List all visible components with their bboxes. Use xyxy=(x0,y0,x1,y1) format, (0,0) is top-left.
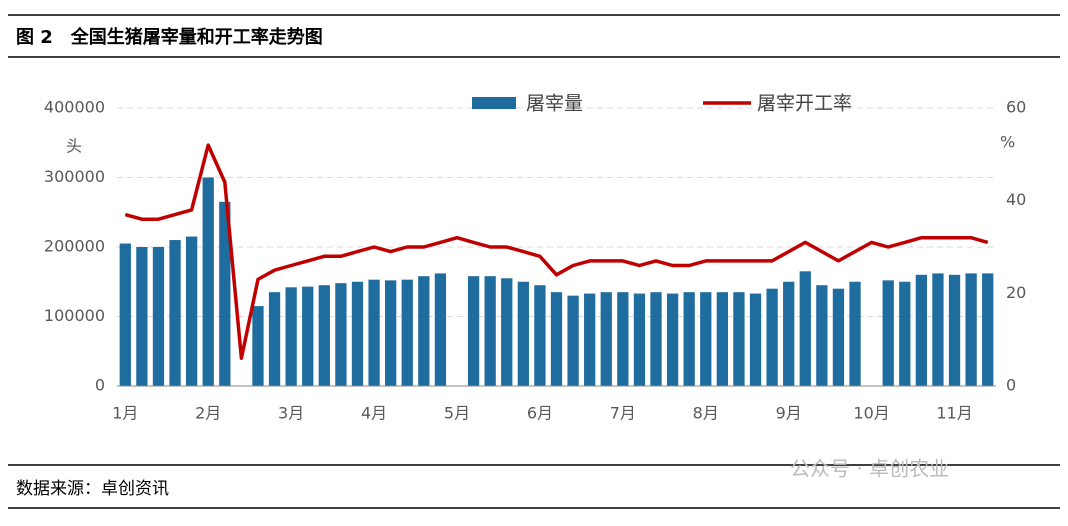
bar xyxy=(766,288,778,386)
y2-tick-label: 0 xyxy=(1006,376,1016,395)
bar xyxy=(716,292,728,386)
bar xyxy=(882,280,894,386)
bar xyxy=(849,281,861,386)
bar xyxy=(418,276,430,386)
bar xyxy=(666,293,679,386)
x-tick-label: 2月 xyxy=(195,404,221,423)
bar xyxy=(733,292,745,386)
x-tick-label: 10月 xyxy=(853,404,889,423)
bar xyxy=(501,278,513,386)
bar xyxy=(434,273,447,386)
bar xyxy=(219,201,231,386)
bar xyxy=(169,240,181,386)
legend-swatch xyxy=(472,97,516,109)
y2-tick-label: 20 xyxy=(1006,283,1026,302)
legend-label: 屠宰量 xyxy=(526,93,583,115)
bar xyxy=(467,276,480,386)
bar xyxy=(185,236,198,386)
x-tick-label: 8月 xyxy=(693,404,719,423)
bar xyxy=(948,274,961,386)
bar xyxy=(401,279,413,386)
bar xyxy=(385,280,397,386)
bar xyxy=(318,285,330,386)
bar xyxy=(119,243,131,386)
bar xyxy=(683,292,695,386)
bar xyxy=(816,285,828,386)
bar xyxy=(484,276,496,386)
legend-label: 屠宰开工率 xyxy=(757,93,852,115)
bar xyxy=(550,292,563,386)
bar xyxy=(600,292,612,386)
bar xyxy=(982,273,994,386)
bar xyxy=(799,271,811,386)
bar xyxy=(567,295,579,386)
watermark: 公众号 · 卓创农业 xyxy=(790,457,949,481)
bar xyxy=(783,281,795,386)
y-tick-label: 300000 xyxy=(44,167,105,186)
bar xyxy=(832,288,845,386)
y-tick-label: 100000 xyxy=(44,306,105,325)
line xyxy=(124,143,989,360)
bar xyxy=(700,292,712,386)
bar xyxy=(965,273,977,386)
y2-tick-label: 40 xyxy=(1006,190,1026,209)
x-tick-label: 9月 xyxy=(776,404,802,423)
x-tick-label: 7月 xyxy=(610,404,636,423)
x-tick-label: 1月 xyxy=(112,404,138,423)
bar xyxy=(302,286,314,386)
bar xyxy=(633,293,646,386)
y-axis-label: 头 xyxy=(66,137,82,156)
y2-tick-label: 60 xyxy=(1006,98,1026,117)
bar xyxy=(268,292,281,386)
x-tick-label: 11月 xyxy=(936,404,972,423)
bar xyxy=(749,293,762,386)
bar xyxy=(252,306,264,386)
bar xyxy=(899,281,911,386)
y-tick-label: 400000 xyxy=(44,98,105,117)
bar xyxy=(202,177,214,386)
x-tick-label: 4月 xyxy=(361,404,387,423)
chart-title: 图 2 全国生猪屠宰量和开工率走势图 xyxy=(16,26,323,48)
bar xyxy=(285,287,297,386)
x-tick-label: 3月 xyxy=(278,404,304,423)
bar xyxy=(534,285,546,386)
x-tick-label: 6月 xyxy=(527,404,553,423)
x-tick-label: 5月 xyxy=(444,404,470,423)
bar xyxy=(932,273,944,386)
y-tick-label: 0 xyxy=(95,376,105,395)
y-tick-label: 200000 xyxy=(44,237,105,256)
bar xyxy=(152,247,165,386)
bar xyxy=(617,292,629,386)
y2-axis-label: % xyxy=(1000,133,1015,152)
bar xyxy=(650,292,662,386)
bar xyxy=(335,283,347,386)
bar xyxy=(517,281,529,386)
bar xyxy=(915,274,928,386)
bar xyxy=(368,279,380,386)
bar xyxy=(136,247,148,386)
bar xyxy=(584,293,596,386)
source: 数据来源：卓创资讯 xyxy=(16,479,169,499)
bar xyxy=(351,281,364,386)
